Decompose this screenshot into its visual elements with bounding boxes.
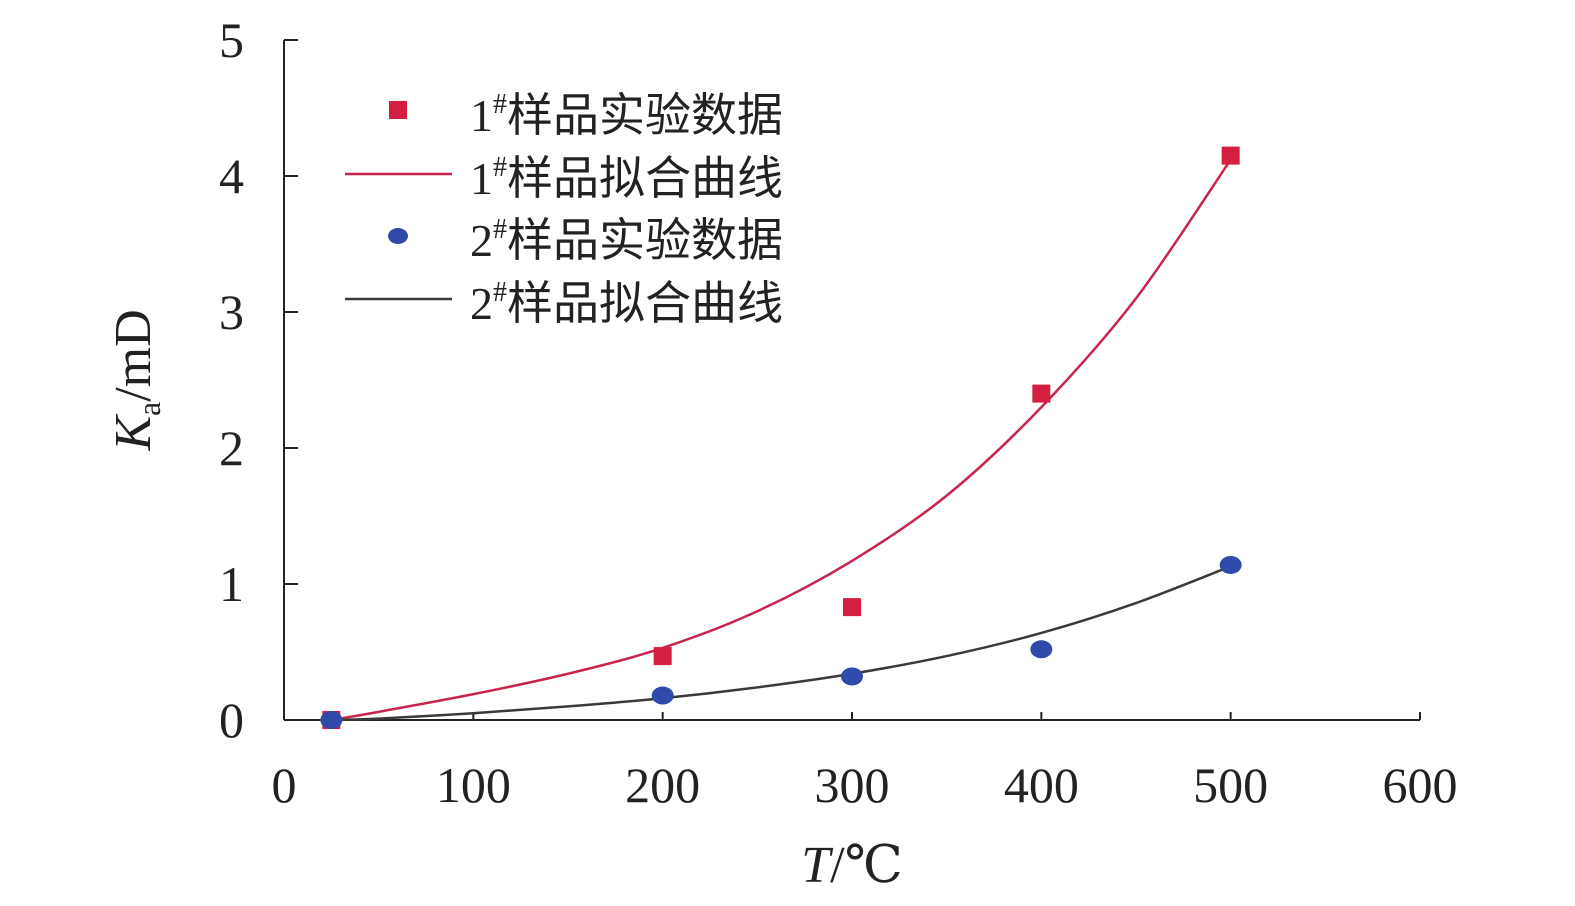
- y-axis-label: Ka/mD: [105, 309, 167, 451]
- data-points: [320, 146, 1242, 729]
- legend-label-text: 样品实验数据: [507, 88, 783, 142]
- legend-label: 2#样品实验数据: [470, 213, 783, 267]
- x-axis-label: T/℃: [801, 837, 903, 894]
- legend-label-superscript: #: [493, 89, 507, 120]
- x-tick-label: 100: [436, 757, 511, 813]
- legend-label-number: 1: [470, 153, 493, 204]
- legend-label: 1#样品实验数据: [470, 88, 783, 142]
- data-point-circle: [841, 667, 863, 686]
- y-tick-label: 4: [219, 148, 244, 204]
- data-point-circle: [1219, 555, 1242, 574]
- x-tick-label: 300: [815, 757, 890, 813]
- y-tick-label: 3: [219, 284, 244, 340]
- data-point-square: [1032, 384, 1051, 403]
- x-tick-label: 200: [625, 757, 700, 813]
- y-tick-label: 5: [219, 12, 244, 68]
- data-point-circle: [1030, 640, 1053, 659]
- legend-label: 1#样品拟合曲线: [470, 151, 783, 205]
- y-tick-label: 0: [219, 692, 244, 748]
- fit-curve-2: [331, 158, 1232, 722]
- legend-label-number: 2: [470, 278, 493, 329]
- legend-label-superscript: #: [493, 152, 507, 183]
- x-tick-label: 600: [1383, 757, 1458, 813]
- data-point-circle: [320, 711, 343, 729]
- x-tick-label: 400: [1004, 757, 1079, 813]
- legend-label-superscript: #: [493, 214, 507, 245]
- legend-label: 2#样品拟合曲线: [470, 276, 783, 330]
- axes: 0 100 200 300 400 500 600 0 1 2 3 4 5: [219, 12, 1458, 813]
- fit-curves: [331, 158, 1232, 722]
- x-tick-label: 500: [1193, 757, 1268, 813]
- legend-label-number: 2: [470, 215, 493, 266]
- legend-square-swatch: [389, 101, 407, 119]
- data-point-circle: [651, 686, 674, 705]
- legend-label-text: 样品拟合曲线: [507, 276, 783, 330]
- legend-label-superscript: #: [493, 277, 507, 308]
- legend-circle-swatch: [388, 228, 408, 244]
- data-point-square: [1221, 146, 1240, 165]
- fit-curve-4: [331, 565, 1232, 722]
- y-tick-label: 2: [219, 420, 244, 476]
- y-tick-label: 1: [219, 556, 244, 612]
- data-point-square: [653, 647, 672, 666]
- legend-label-text: 样品拟合曲线: [507, 151, 783, 205]
- legend-label-number: 1: [470, 90, 493, 141]
- legend-label-text: 样品实验数据: [507, 213, 783, 267]
- x-tick-label: 0: [272, 757, 297, 813]
- data-point-square: [843, 598, 861, 617]
